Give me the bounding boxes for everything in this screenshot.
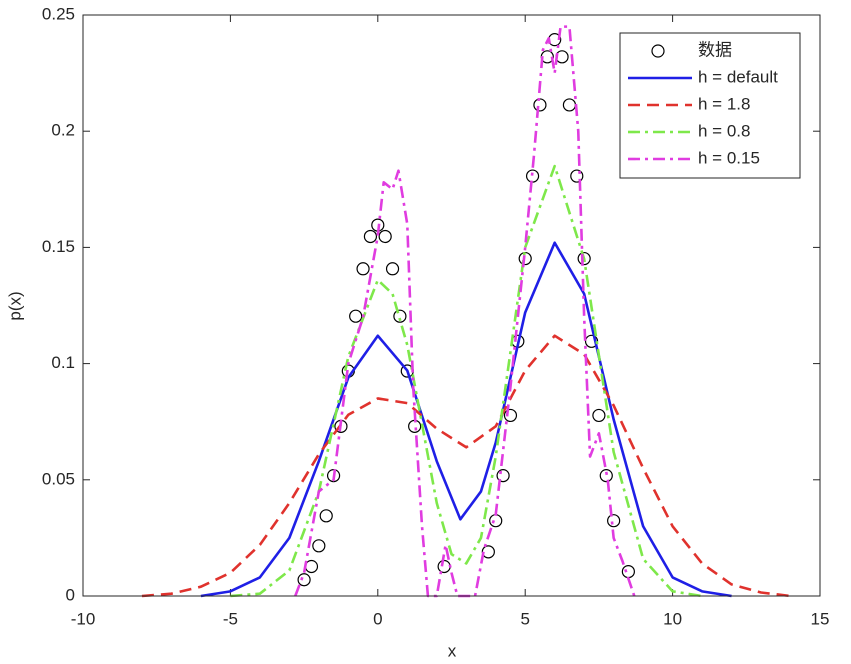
y-tick-label: 0.2 (51, 121, 75, 140)
line-series (141, 334, 791, 598)
data-point (393, 309, 407, 323)
data-point (349, 309, 363, 323)
data-point (577, 251, 591, 266)
data-point (363, 229, 378, 244)
line-series (200, 241, 732, 598)
legend-label: h = 0.15 (698, 148, 760, 167)
data-point (297, 573, 311, 587)
x-tick-label: -10 (71, 609, 96, 628)
y-tick-label: 0.15 (42, 237, 75, 256)
line-series (230, 164, 703, 598)
data-point (503, 408, 518, 423)
data-point (607, 514, 621, 528)
y-axis-label: p(x) (5, 291, 24, 320)
y-tick-label: 0.25 (42, 4, 75, 23)
data-point (312, 539, 326, 553)
data-point (570, 169, 584, 183)
legend-marker (651, 44, 665, 58)
data-point (496, 469, 510, 483)
data-point (356, 262, 370, 276)
axes-box (82, 14, 821, 597)
legend-label: h = 1.8 (698, 94, 750, 113)
x-tick-label: 5 (520, 609, 529, 628)
legend-label: h = 0.8 (698, 121, 750, 140)
y-tick-label: 0.1 (51, 353, 75, 372)
legend: 数据 h = default h = 1.8 h = 0.8 h = 0.15 (619, 32, 801, 179)
x-tick-label: -5 (223, 609, 238, 628)
y-tick-label: 0 (66, 585, 75, 604)
legend-label: h = default (698, 67, 778, 86)
data-point (599, 469, 613, 483)
data-point (319, 509, 333, 523)
legend-label: 数据 (698, 40, 732, 59)
data-point (385, 262, 400, 276)
x-tick-label: 10 (663, 609, 682, 628)
x-axis-label: x (448, 641, 457, 660)
data-point (592, 408, 606, 423)
x-tick-label: 15 (811, 609, 830, 628)
data-point (378, 229, 392, 244)
y-tick-label: 0.05 (42, 469, 75, 488)
x-tick-label: 0 (373, 609, 382, 628)
